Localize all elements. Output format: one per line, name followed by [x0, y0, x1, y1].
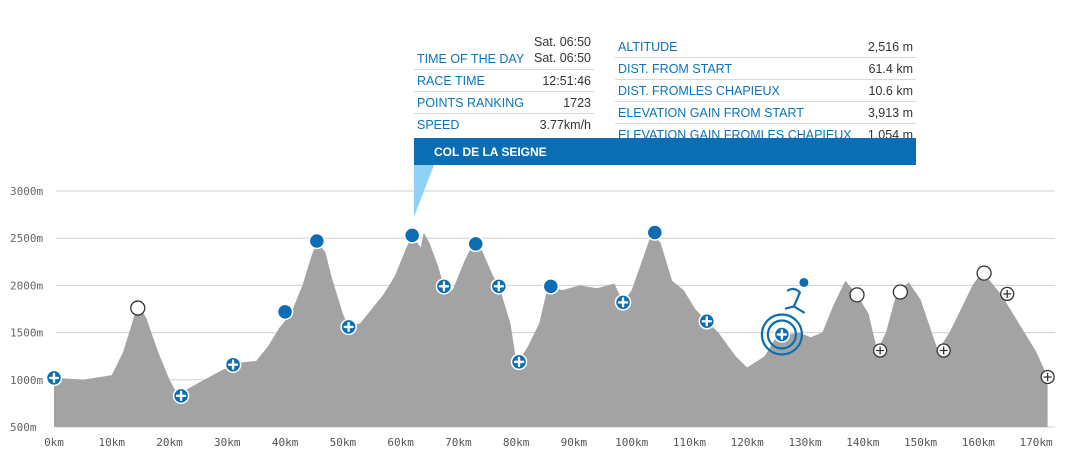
x-axis-labels: 0km 10km 20km 30km 40km 50km 60km 70km 80km 90km 1… [44, 436, 1053, 449]
speed-row: SPEED 3.77km/h [414, 114, 594, 135]
x-tick-label: 10km [99, 436, 126, 449]
x-tick-label: 0km [44, 436, 64, 449]
race-time-row: RACE TIME 12:51:46 [414, 70, 594, 92]
race-time-value: 12:51:46 [542, 74, 591, 88]
y-tick-label: 2500m [10, 232, 43, 245]
summit-marker[interactable] [467, 235, 484, 253]
altitude-label: ALTITUDE [618, 40, 678, 54]
x-tick-label: 140km [846, 436, 879, 449]
summit-pending-marker[interactable] [849, 287, 865, 303]
x-tick-label: 50km [330, 436, 357, 449]
summit-marker[interactable] [542, 278, 560, 295]
x-tick-label: 120km [731, 436, 764, 449]
points-ranking-value: 1723 [563, 96, 591, 110]
speed-value: 3.77km/h [539, 118, 591, 132]
x-tick-label: 160km [962, 436, 995, 449]
altitude-row: ALTITUDE 2,516 m [615, 36, 916, 58]
summit-marker[interactable] [646, 224, 664, 241]
aid-station-marker[interactable] [224, 356, 242, 373]
dist-from-chapieux-row: DIST. FROMLES CHAPIEUX 10.6 km [615, 80, 916, 102]
aid-station-marker[interactable] [490, 278, 508, 295]
y-tick-label: 2000m [10, 279, 43, 292]
race-stats-column: TIME OF THE DAY Sat. 06:50 Sat. 06:50 RAC… [414, 35, 594, 135]
time-of-day-row: TIME OF THE DAY Sat. 06:50 Sat. 06:50 [414, 35, 594, 70]
aid-station-marker[interactable] [172, 387, 190, 405]
points-ranking-label: POINTS RANKING [417, 96, 524, 110]
x-tick-label: 170km [1020, 436, 1053, 449]
summit-marker[interactable] [403, 227, 421, 244]
runner-icon [784, 277, 809, 314]
dist-from-start-row: DIST. FROM START 61.4 km [615, 58, 916, 80]
y-axis-labels: 3000m 2500m 2000m 1500m 1000m 500m [10, 185, 43, 434]
gain-from-start-value: 3,913 m [867, 106, 913, 120]
aid-station-pending-marker[interactable] [1000, 286, 1015, 302]
checkpoint-name: COL DE LA SEIGNE [434, 145, 547, 159]
x-tick-label: 70km [445, 436, 472, 449]
y-tick-label: 1500m [10, 327, 43, 340]
dist-from-start-label: DIST. FROM START [618, 62, 733, 76]
points-ranking-row: POINTS RANKING 1723 [414, 92, 594, 114]
runner-position-marker[interactable] [760, 277, 809, 356]
x-tick-label: 110km [673, 436, 706, 449]
aid-station-marker[interactable] [45, 369, 63, 387]
time-of-day-label: TIME OF THE DAY [417, 52, 525, 66]
checkpoint-markers [45, 224, 1055, 405]
aid-station-marker[interactable] [698, 313, 716, 330]
x-tick-label: 20km [156, 436, 183, 449]
y-tick-label: 3000m [10, 185, 43, 198]
x-tick-label: 90km [561, 436, 588, 449]
aid-station-marker[interactable] [614, 294, 632, 311]
x-tick-label: 100km [615, 436, 648, 449]
checkpoint-name-banner: COL DE LA SEIGNE [414, 138, 916, 165]
summit-pending-marker[interactable] [892, 284, 908, 300]
summit-pending-marker[interactable] [130, 300, 146, 316]
dist-from-chapieux-label: DIST. FROMLES CHAPIEUX [618, 84, 780, 98]
x-tick-label: 150km [904, 436, 937, 449]
race-time-label: RACE TIME [417, 74, 485, 88]
gain-from-start-label: ELEVATION GAIN FROM START [618, 106, 804, 120]
aid-station-pending-marker[interactable] [872, 343, 888, 358]
aid-station-pending-marker[interactable] [1040, 369, 1055, 385]
summit-marker[interactable] [276, 303, 294, 321]
aid-station-marker[interactable] [340, 318, 357, 336]
x-tick-label: 40km [272, 436, 299, 449]
summit-pending-marker[interactable] [976, 265, 992, 281]
checkpoint-info-panel: TIME OF THE DAY Sat. 06:50 Sat. 06:50 RAC… [414, 35, 916, 142]
x-tick-label: 130km [788, 436, 821, 449]
time-of-day-value: Sat. 06:50 Sat. 06:50 [534, 35, 591, 65]
y-tick-label: 500m [10, 421, 37, 434]
speed-label: SPEED [417, 118, 460, 132]
summit-marker[interactable] [308, 232, 326, 250]
banner-pointer [414, 165, 434, 217]
altitude-value: 2,516 m [867, 40, 913, 54]
x-tick-label: 30km [214, 436, 241, 449]
aid-station-marker[interactable] [510, 353, 528, 371]
y-tick-label: 1000m [10, 374, 43, 387]
aid-station-pending-marker[interactable] [936, 343, 951, 358]
aid-station-marker[interactable] [435, 278, 453, 295]
dist-from-chapieux-value: 10.6 km [868, 84, 913, 98]
gain-from-start-row: ELEVATION GAIN FROM START 3,913 m [615, 102, 916, 124]
dist-from-start-value: 61.4 km [868, 62, 913, 76]
x-tick-label: 80km [503, 436, 530, 449]
elevation-profile-area [54, 232, 1048, 427]
x-tick-label: 60km [387, 436, 414, 449]
location-stats-column: ALTITUDE 2,516 m DIST. FROM START 61.4 k… [615, 36, 916, 145]
